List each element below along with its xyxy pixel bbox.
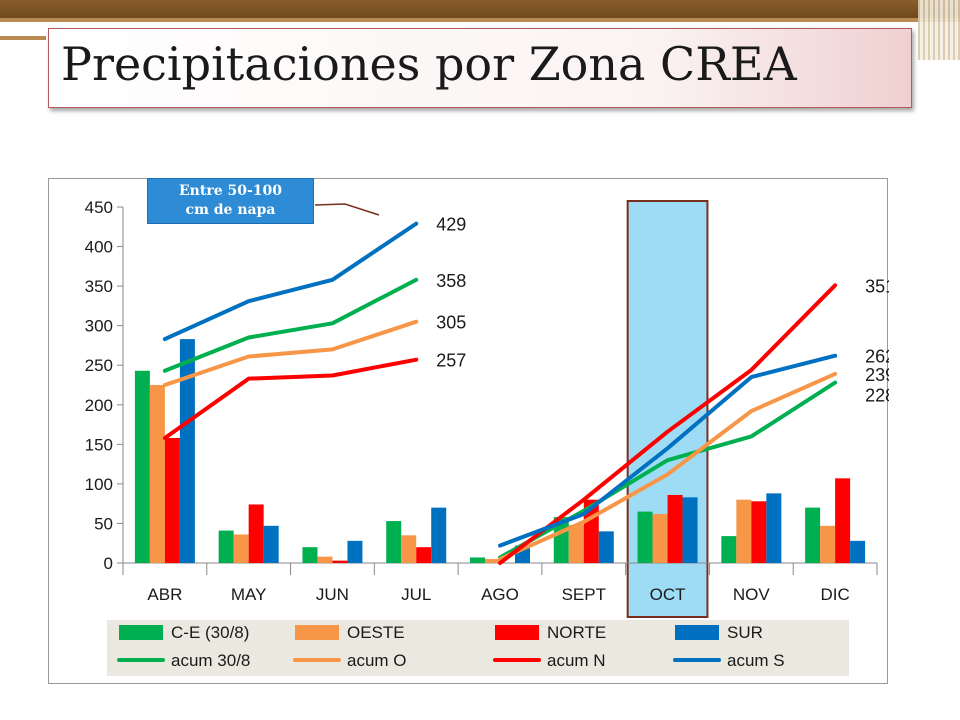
callout-line-2: cm de napa: [185, 202, 276, 218]
bar-norte-jun: [332, 560, 348, 563]
legend-label-acum-o: acum O: [347, 651, 407, 670]
x-tick-label-dic: DIC: [820, 585, 849, 604]
bar-c-e-30-8-ago: [470, 557, 485, 563]
legend-label-acum-30-8: acum 30/8: [171, 651, 250, 670]
line-acum-n-segment-1: [162, 357, 419, 441]
header-accent-line: [0, 18, 960, 22]
bar-norte-abr: [164, 438, 180, 563]
bar-oeste-ago: [485, 559, 500, 563]
bar-sur-dic: [850, 540, 866, 563]
bar-c-e-30-8-dic: [805, 507, 821, 563]
x-tick-label-oct: OCT: [650, 585, 686, 604]
y-tick-label-200: 200: [85, 396, 113, 415]
bar-c-e-30-8-may: [218, 530, 234, 563]
end-label-429: 429: [436, 215, 466, 235]
legend-swatch-c-e-30-8: [119, 625, 163, 640]
bar-oeste-nov: [736, 499, 752, 563]
legend-label-oeste: OESTE: [347, 623, 405, 642]
legend-swatch-sur: [675, 625, 719, 640]
end-label-228: 228: [865, 386, 889, 406]
bar-norte-dic: [835, 478, 851, 563]
bar-sur-abr: [179, 339, 195, 563]
y-tick-label-0: 0: [104, 554, 113, 573]
precipitation-chart: 0 50 100 150 200 250 300 350 400 450 ABR MAY JUN JUL A…: [85, 198, 889, 676]
bar-oeste-may: [233, 534, 249, 563]
bar-sur-jun: [347, 540, 363, 563]
bar-sur-nov: [766, 493, 782, 563]
napa-callout: Entre 50-100 cm de napa: [147, 178, 314, 224]
line-acum-n-segment-2: [498, 283, 838, 565]
legend-label-sur: SUR: [727, 623, 763, 642]
bar-oeste-abr: [149, 385, 165, 563]
bar-norte-oct: [667, 494, 683, 563]
y-tick-label-450: 450: [85, 198, 113, 217]
callout-line-1: Entre 50-100: [179, 183, 282, 199]
x-tick-label-ago: AGO: [481, 585, 519, 604]
bar-oeste-dic: [820, 525, 836, 563]
x-tick-label-jul: JUL: [401, 585, 431, 604]
legend-label-c-e-30-8: C-E (30/8): [171, 623, 249, 642]
line-acum-s-segment-1: [162, 221, 419, 342]
bar-c-e-30-8-jul: [386, 521, 402, 563]
bar-c-e-30-8-jun: [302, 547, 318, 563]
page-title: Precipitaciones por Zona CREA: [61, 37, 797, 91]
end-label-262: 262: [865, 347, 889, 367]
header-bar: [0, 0, 960, 18]
callout-connector: [314, 203, 380, 216]
y-tick-label-100: 100: [85, 475, 113, 494]
legend-label-norte: NORTE: [547, 623, 606, 642]
bar-sur-sept: [598, 531, 614, 563]
y-tick-label-150: 150: [85, 435, 113, 454]
bar-oeste-jul: [401, 535, 417, 563]
legend-swatch-oeste: [295, 625, 339, 640]
bar-c-e-30-8-nov: [721, 536, 737, 563]
bar-oeste-jun: [317, 556, 333, 563]
decorative-left-line: [0, 36, 46, 40]
chart-frame: 0 50 100 150 200 250 300 350 400 450 ABR MAY JUN JUL A…: [48, 178, 889, 684]
line-acum-30-8-segment-1: [162, 277, 419, 373]
end-label-351: 351: [865, 276, 889, 296]
y-tick-label-50: 50: [94, 514, 113, 533]
y-tick-label-400: 400: [85, 238, 113, 257]
y-tick-label-350: 350: [85, 277, 113, 296]
line-acum-o-segment-2: [498, 371, 838, 562]
bar-sur-may: [263, 525, 279, 563]
bar-c-e-30-8-oct: [637, 511, 653, 563]
x-tick-label-jun: JUN: [316, 585, 349, 604]
x-tick-label-nov: NOV: [733, 585, 771, 604]
end-label-305: 305: [436, 313, 466, 333]
legend-swatch-norte: [495, 625, 539, 640]
title-box: Precipitaciones por Zona CREA: [48, 28, 912, 108]
legend-label-acum-n: acum N: [547, 651, 606, 670]
y-tick-label-300: 300: [85, 317, 113, 336]
x-tick-label-may: MAY: [231, 585, 267, 604]
bar-norte-jul: [416, 547, 432, 563]
bar-sur-jul: [431, 507, 447, 563]
bar-norte-nov: [751, 501, 767, 563]
x-tick-label-sept: SEPT: [562, 585, 606, 604]
bar-oeste-sept: [568, 525, 584, 563]
x-tick-label-abr: ABR: [147, 585, 182, 604]
y-tick-label-250: 250: [85, 356, 113, 375]
end-label-239: 239: [865, 365, 889, 385]
line-acum-o-segment-1: [162, 319, 419, 387]
decorative-stripes: [918, 0, 960, 60]
bar-oeste-oct: [652, 513, 668, 563]
legend-label-acum-s: acum S: [727, 651, 785, 670]
bar-sur-oct: [682, 497, 698, 563]
end-label-257: 257: [436, 351, 466, 371]
legend-box: [107, 620, 849, 676]
end-label-358: 358: [436, 271, 466, 291]
bar-c-e-30-8-abr: [134, 370, 150, 563]
bar-norte-may: [248, 504, 264, 563]
line-acum-s-segment-2: [498, 353, 838, 548]
